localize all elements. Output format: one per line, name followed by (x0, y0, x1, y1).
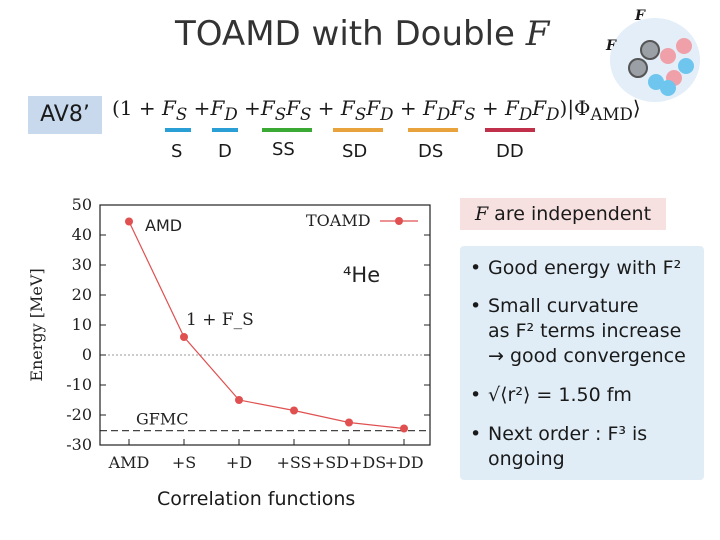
gfmc-label: GFMC (136, 410, 189, 429)
cluster-logo (610, 18, 700, 102)
independent-note: F are independent (460, 198, 666, 230)
annotation-he4: ⁴He (343, 263, 380, 287)
bullet-item: • Good energy with F² (470, 257, 682, 279)
x-tick-label: AMD (108, 453, 150, 472)
title-text: TOAMD with Double (175, 14, 526, 54)
y-tick-label: -30 (66, 435, 92, 454)
term-label-d: D (218, 141, 232, 162)
y-tick-label: 10 (72, 315, 92, 334)
term-underline-s (165, 128, 191, 132)
logo-ball (676, 38, 692, 54)
term-underline-dd (485, 128, 535, 132)
term-label-dd: DD (496, 141, 524, 162)
y-tick-label: 20 (72, 285, 92, 304)
term-underline-ds (408, 128, 458, 132)
bullet-line: Next order : F³ is (488, 423, 648, 445)
y-tick-label: 0 (82, 345, 92, 364)
bullet-line: Good energy with F² (488, 257, 682, 279)
bullet-line: √⟨r²⟩ = 1.50 fm (488, 384, 632, 406)
data-point (400, 424, 408, 433)
bullet-line: ongoing (488, 448, 565, 470)
bullet-item: • Small curvature as F² terms increase → … (470, 295, 686, 367)
data-point (235, 396, 243, 404)
x-tick-label: +SS (276, 453, 311, 472)
bullet-item: • √⟨r²⟩ = 1.50 fm (470, 384, 632, 406)
bullet-line: → good convergence (488, 345, 686, 367)
legend-label: TOAMD (306, 211, 371, 230)
logo-ball (640, 40, 660, 60)
bullet-line: Small curvature (488, 295, 639, 317)
y-tick-label: 50 (72, 195, 92, 214)
annotation-fs: 1 + F_S (186, 310, 254, 330)
logo-ball (628, 58, 648, 78)
x-axis-caption: Correlation functions (157, 488, 356, 510)
data-point (125, 217, 133, 226)
data-point (345, 418, 353, 427)
bullet-item: • Next order : F³ is ongoing (470, 423, 648, 470)
term-underline-sd (333, 128, 383, 132)
x-tick-label: +SD+DS (312, 453, 386, 472)
series-line (128, 221, 405, 430)
term-label-s: S (171, 141, 183, 162)
y-tick-label: -20 (66, 405, 92, 424)
data-point (290, 406, 298, 415)
x-tick-label: +S (172, 453, 196, 472)
independent-text: are independent (494, 203, 652, 225)
x-tick-label: +DD (384, 453, 423, 472)
independent-math: F (474, 203, 489, 225)
term-label-sd: SD (342, 141, 368, 162)
y-tick-label: 40 (72, 225, 92, 244)
term-underline-d (212, 128, 238, 132)
x-tick-label: +D (226, 453, 252, 472)
y-tick-label: 30 (72, 255, 92, 274)
y-axis-label: Energy [MeV] (27, 268, 46, 381)
wavefunction-formula: (1 + FS +FD +FSFS + FSFD + FDFS + FDFD)|… (112, 96, 641, 124)
term-label-ss: SS (272, 139, 295, 160)
slide-title: TOAMD with Double F (175, 14, 549, 54)
interaction-badge: AV8’ (28, 96, 102, 134)
logo-ball (678, 58, 694, 74)
bullet-box: • Good energy with F² • Small curvature as… (460, 246, 704, 480)
logo-ball (660, 48, 676, 64)
bullet-line: as F² terms increase (488, 320, 682, 342)
y-tick-label: -10 (66, 375, 92, 394)
annotation-amd: AMD (145, 216, 182, 235)
logo-f-label: F (606, 38, 616, 54)
term-label-ds: DS (418, 141, 444, 162)
legend-marker (395, 217, 403, 225)
logo-f-label: F (635, 8, 645, 24)
data-point (180, 333, 188, 341)
logo-ball (660, 80, 676, 96)
title-math: F (525, 14, 550, 54)
term-underline-ss (262, 128, 312, 132)
